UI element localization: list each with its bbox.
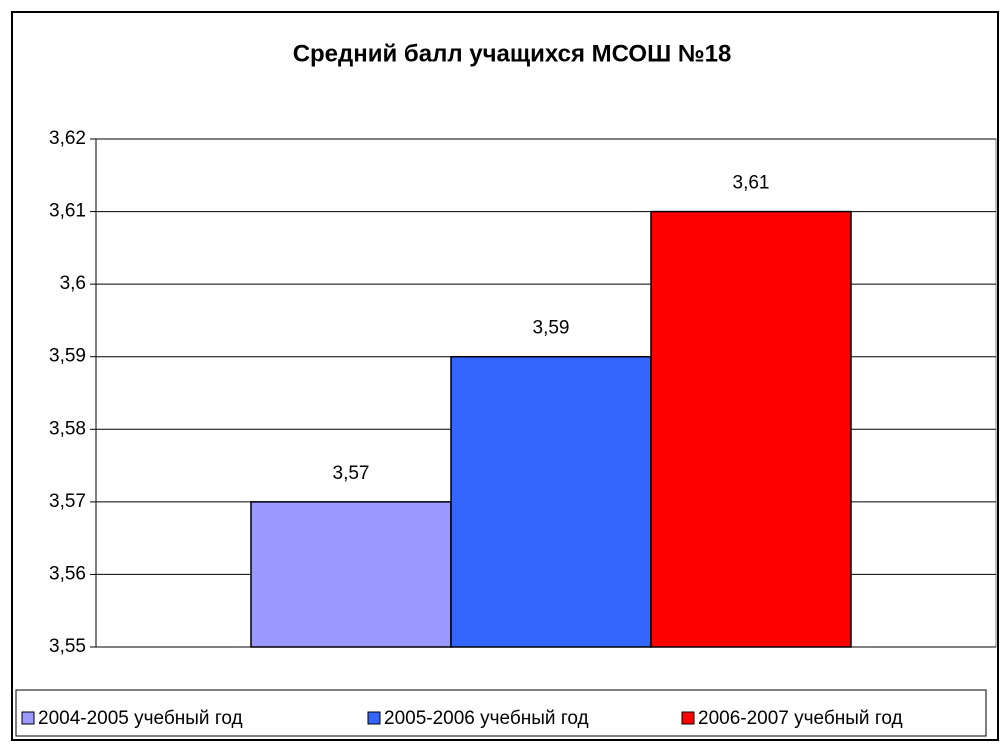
bar: [250, 501, 452, 648]
legend-label: 2005-2006 учебный год: [384, 708, 589, 729]
chart-title: Средний балл учащихся МСОШ №18: [293, 40, 732, 67]
y-tick-label: 3,58: [49, 418, 86, 439]
y-tick-label: 3,57: [49, 491, 86, 512]
data-label: 3,59: [533, 318, 570, 339]
legend-box: [15, 689, 987, 737]
legend-swatch: [681, 711, 695, 725]
y-tick-label: 3,55: [49, 636, 86, 657]
y-tick-label: 3,59: [49, 346, 86, 367]
data-label: 3,57: [333, 463, 370, 484]
legend-swatch: [367, 711, 381, 725]
bar: [450, 355, 652, 648]
data-label: 3,61: [733, 173, 770, 194]
legend-swatch: [21, 711, 35, 725]
bar: [650, 210, 852, 648]
legend-label: 2006-2007 учебный год: [698, 708, 903, 729]
y-tick-label: 3,56: [49, 563, 86, 584]
y-tick-label: 3,6: [60, 273, 86, 294]
legend-label: 2004-2005 учебный год: [38, 708, 243, 729]
y-tick-label: 3,61: [49, 201, 86, 222]
y-tick-label: 3,62: [49, 128, 86, 149]
